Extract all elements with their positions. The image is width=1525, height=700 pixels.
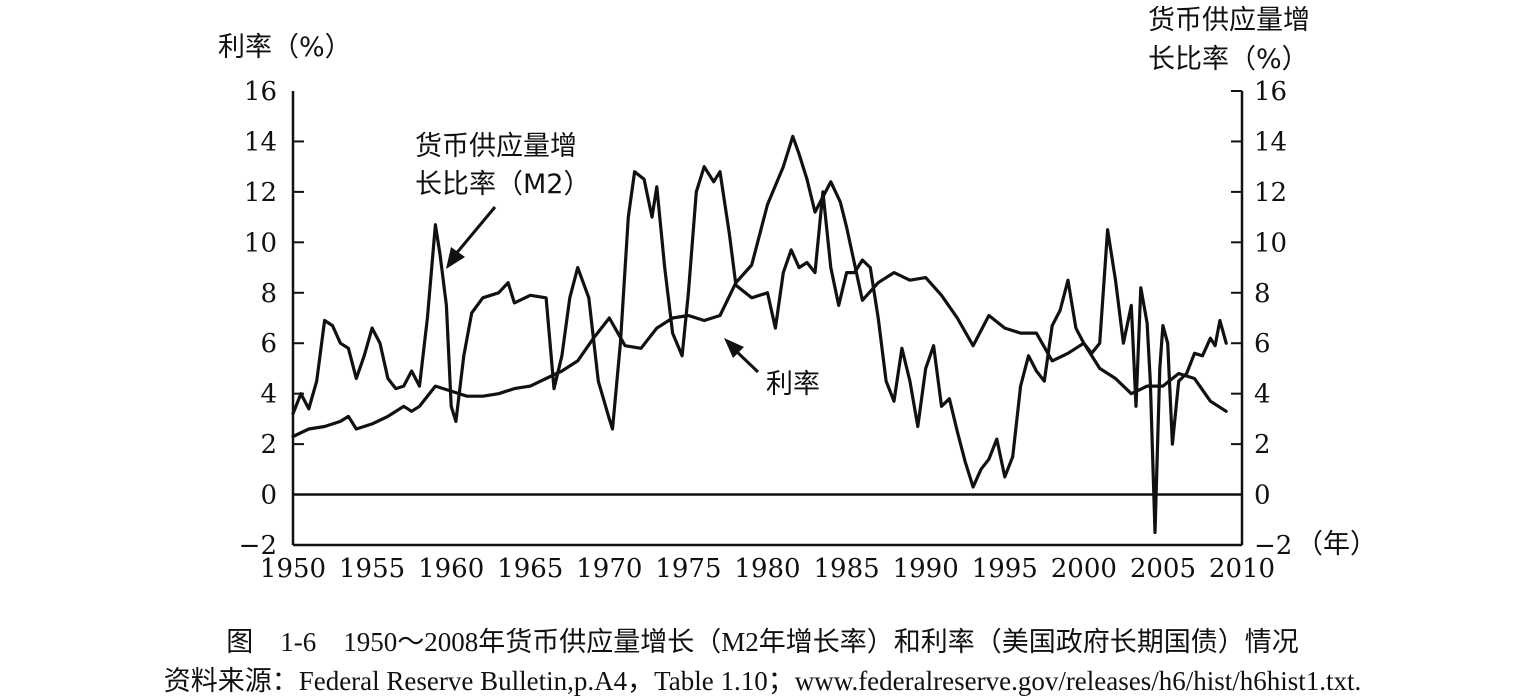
chart: 16 14 12 10 8 6 4 2 0 −2 16 14 12 10 8 6 4 2 0 −2 1950 1955… [218, 5, 1377, 584]
x-tick-label: 2010 [1209, 554, 1275, 584]
x-tick-label: 1980 [734, 554, 800, 584]
x-tick-label: 1990 [893, 554, 959, 584]
right-tick-label: 8 [1254, 279, 1271, 309]
left-axis-ticks: 16 14 12 10 8 6 4 2 0 −2 [239, 77, 304, 561]
x-tick-label: 1995 [972, 554, 1038, 584]
series-interest-rate-line [291, 134, 1228, 439]
x-tick-label: 1965 [497, 554, 563, 584]
right-tick-label: 10 [1254, 228, 1287, 258]
left-tick-label: 0 [260, 481, 277, 511]
left-tick-label: 6 [260, 329, 277, 359]
left-tick-label: 2 [260, 430, 277, 460]
left-tick-label: −2 [239, 531, 277, 561]
right-tick-label: 14 [1254, 127, 1287, 157]
right-tick-label: 2 [1254, 430, 1271, 460]
x-tick-label: 1950 [260, 554, 326, 584]
x-axis-unit-label: （年） [1296, 529, 1377, 560]
x-tick-label: 1970 [576, 554, 642, 584]
m2-annotation-arrow [446, 206, 497, 269]
m2-annotation-line1: 货币供应量增 [415, 131, 577, 162]
series-m2-growth-line [291, 165, 1228, 534]
right-tick-label: 6 [1254, 329, 1271, 359]
rate-annotation: 利率 [766, 369, 820, 400]
x-tick-label: 1960 [418, 554, 484, 584]
left-tick-label: 16 [244, 77, 277, 107]
m2-annotation-line2: 长比率（M2） [415, 169, 590, 200]
rate-annotation-arrow [724, 338, 760, 374]
right-tick-label: 4 [1254, 380, 1271, 410]
figure-caption: 图 1-6 1950～2008年货币供应量增长（M2年增长率）和利率（美国政府长… [226, 627, 1299, 657]
series-layer [291, 134, 1228, 534]
chart-axes [291, 91, 1244, 547]
x-tick-label: 2000 [1051, 554, 1117, 584]
right-tick-label: 0 [1254, 481, 1271, 511]
x-tick-label: 1955 [339, 554, 405, 584]
source-note: 资料来源：Federal Reserve Bulletin,p.A4，Table… [163, 666, 1362, 696]
x-tick-label: 2005 [1130, 554, 1196, 584]
right-axis-title-line2: 长比率（%） [1148, 44, 1309, 75]
left-tick-label: 10 [244, 228, 277, 258]
left-tick-label: 14 [244, 127, 277, 157]
x-tick-label: 1975 [655, 554, 721, 584]
right-axis-ticks: 16 14 12 10 8 6 4 2 0 −2 [1231, 77, 1292, 561]
right-tick-label: 16 [1254, 77, 1287, 107]
right-axis-title-line1: 货币供应量增 [1148, 5, 1310, 36]
left-axis-title: 利率（%） [218, 32, 352, 63]
x-tick-label: 1985 [813, 554, 879, 584]
x-axis-ticks: 1950 1955 1960 1965 1970 1975 1980 1985 1990 1995… [260, 554, 1275, 584]
left-tick-label: 4 [260, 380, 277, 410]
right-tick-label: −2 [1254, 531, 1292, 561]
left-tick-label: 8 [260, 279, 277, 309]
left-tick-label: 12 [244, 178, 277, 208]
right-tick-label: 12 [1254, 178, 1287, 208]
